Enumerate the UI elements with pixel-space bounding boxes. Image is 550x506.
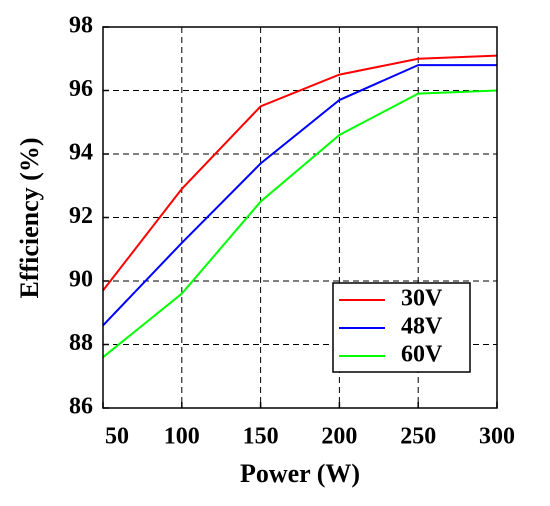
data-line bbox=[102, 64, 497, 327]
x-tick-label: 50 bbox=[105, 424, 129, 450]
x-tick-label: 200 bbox=[321, 424, 357, 450]
x-tick-label: 250 bbox=[400, 424, 436, 450]
plot-frame bbox=[102, 26, 498, 409]
legend-label: 30V bbox=[401, 286, 443, 312]
y-tick-label: 98 bbox=[69, 13, 93, 39]
y-tick-label: 88 bbox=[69, 330, 93, 356]
x-tick-label: 100 bbox=[164, 424, 200, 450]
y-axis-label: Efficiency (%) bbox=[15, 137, 44, 298]
x-tick-label: 300 bbox=[479, 424, 515, 450]
y-tick-label: 94 bbox=[69, 140, 93, 166]
y-tick-label: 86 bbox=[69, 394, 93, 420]
y-tick-label: 90 bbox=[69, 267, 93, 293]
y-tick-label: 96 bbox=[69, 76, 93, 102]
legend-label: 48V bbox=[401, 314, 443, 340]
x-axis-label: Power (W) bbox=[240, 459, 360, 488]
y-tick-label: 92 bbox=[69, 203, 93, 229]
x-tick-label: 150 bbox=[243, 424, 279, 450]
data-line bbox=[102, 54, 498, 292]
legend-label: 60V bbox=[401, 342, 443, 368]
data-line bbox=[102, 89, 498, 358]
